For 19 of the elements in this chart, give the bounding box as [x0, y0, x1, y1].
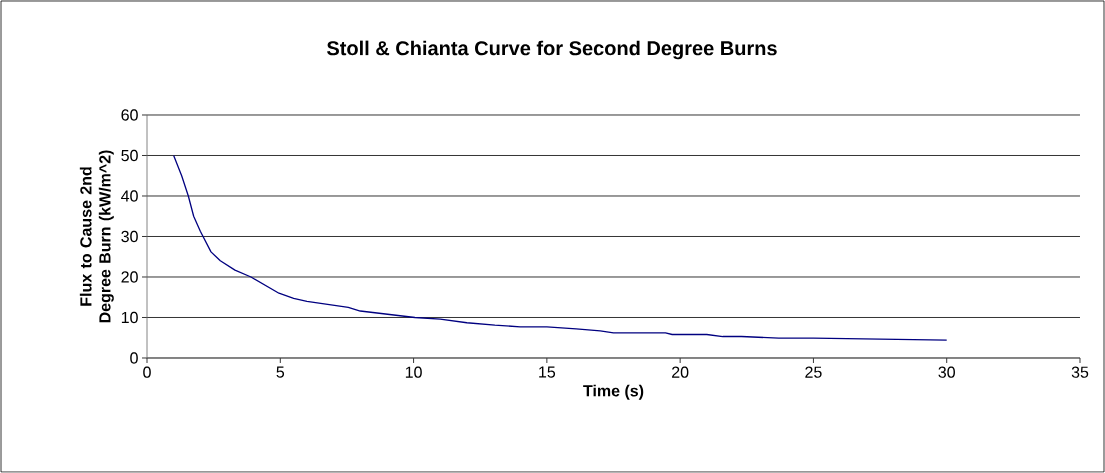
- x-tick-label: 20: [672, 366, 689, 378]
- line-series: [173, 154, 948, 341]
- x-tick-label: 30: [938, 366, 955, 378]
- y-axis-title: Flux to Cause 2nd Degree Burn (kW/m^2): [79, 150, 114, 323]
- x-tick-label: 0: [143, 366, 151, 378]
- y-tick-label: 0: [130, 352, 138, 364]
- y-tick-label: 40: [121, 190, 138, 202]
- y-tick-label: 60: [121, 109, 138, 121]
- chart-title: Stoll & Chianta Curve for Second Degree Burns: [327, 40, 777, 60]
- y-tick-label: 10: [121, 311, 138, 324]
- x-tick-label: 5: [276, 366, 285, 378]
- y-tick-label: 30: [121, 230, 138, 243]
- x-axis-title: Time (s): [583, 384, 644, 400]
- x-tick-label: 25: [805, 366, 822, 378]
- x-tick-label: 35: [1071, 366, 1089, 378]
- y-tick-label: 20: [121, 271, 138, 283]
- x-tick-label: 15: [539, 366, 556, 378]
- x-tick-label: 10: [405, 366, 422, 378]
- y-tick-label: 50: [121, 149, 138, 162]
